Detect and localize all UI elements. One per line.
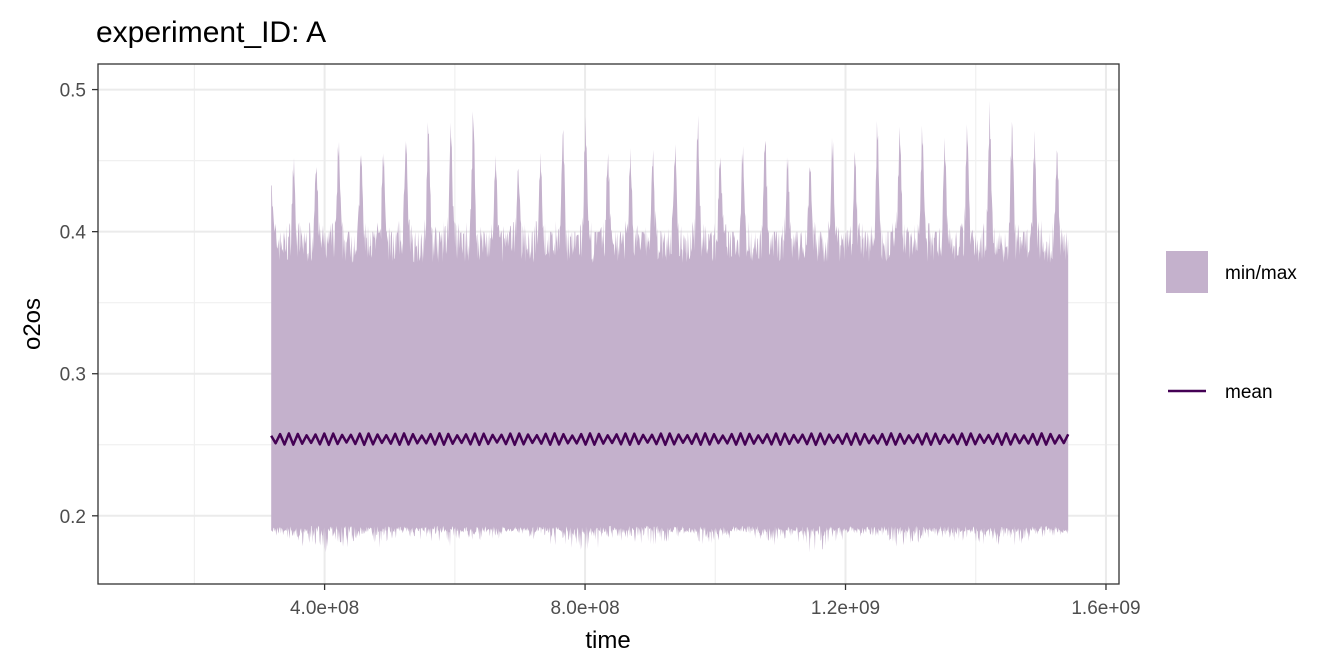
line-layer	[270, 432, 1070, 447]
legend: min/max mean	[1166, 251, 1297, 403]
x-tick-label: 1.2e+09	[811, 598, 880, 619]
ribbon-minmax	[271, 100, 1069, 553]
panel-border	[97, 63, 1120, 585]
legend-label-mean: mean	[1225, 382, 1273, 403]
y-tick-label: 0.2	[60, 507, 86, 528]
x-tick-label: 1.6e+09	[1071, 598, 1140, 619]
y-axis-title: o2os	[19, 298, 46, 350]
x-axis-title: time	[585, 627, 630, 654]
ribbon-layer	[271, 100, 1069, 553]
legend-label-minmax: min/max	[1225, 263, 1297, 284]
chart-title: experiment_ID: A	[96, 16, 326, 49]
legend-key-minmax	[1166, 251, 1208, 293]
x-tick-label: 8.0e+08	[550, 598, 619, 619]
x-tick-label: 4.0e+08	[290, 598, 359, 619]
y-tick-label: 0.3	[60, 365, 86, 386]
x-axis-ticks: 4.0e+08 8.0e+08 1.2e+09 1.6e+09	[290, 584, 1141, 619]
line-mean	[270, 432, 1070, 447]
y-axis-ticks: 0.2 0.3 0.4 0.5	[60, 81, 98, 528]
y-tick-label: 0.5	[60, 81, 86, 102]
y-tick-label: 0.4	[60, 223, 87, 244]
